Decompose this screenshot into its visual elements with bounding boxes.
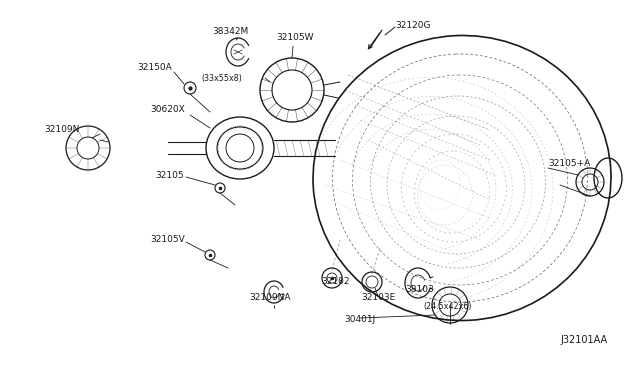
Text: J32101AA: J32101AA: [561, 335, 608, 345]
Text: (33x55x8): (33x55x8): [202, 74, 243, 83]
Text: 38342M: 38342M: [212, 28, 248, 36]
Text: 32109NA: 32109NA: [249, 294, 291, 302]
Text: 32105W: 32105W: [276, 33, 314, 42]
Text: 32105+A: 32105+A: [548, 158, 590, 167]
Text: 32105V: 32105V: [150, 235, 186, 244]
Text: 32105: 32105: [156, 170, 184, 180]
Text: 32150A: 32150A: [138, 64, 172, 73]
Text: (24.5x42x6): (24.5x42x6): [424, 301, 472, 311]
Text: 32120G: 32120G: [395, 20, 431, 29]
Text: 30401J: 30401J: [344, 315, 376, 324]
Text: 32102: 32102: [322, 278, 350, 286]
Text: 32109N: 32109N: [44, 125, 80, 135]
Text: 32103E: 32103E: [361, 294, 395, 302]
Text: 30620X: 30620X: [150, 106, 186, 115]
Text: 38103: 38103: [406, 285, 435, 295]
